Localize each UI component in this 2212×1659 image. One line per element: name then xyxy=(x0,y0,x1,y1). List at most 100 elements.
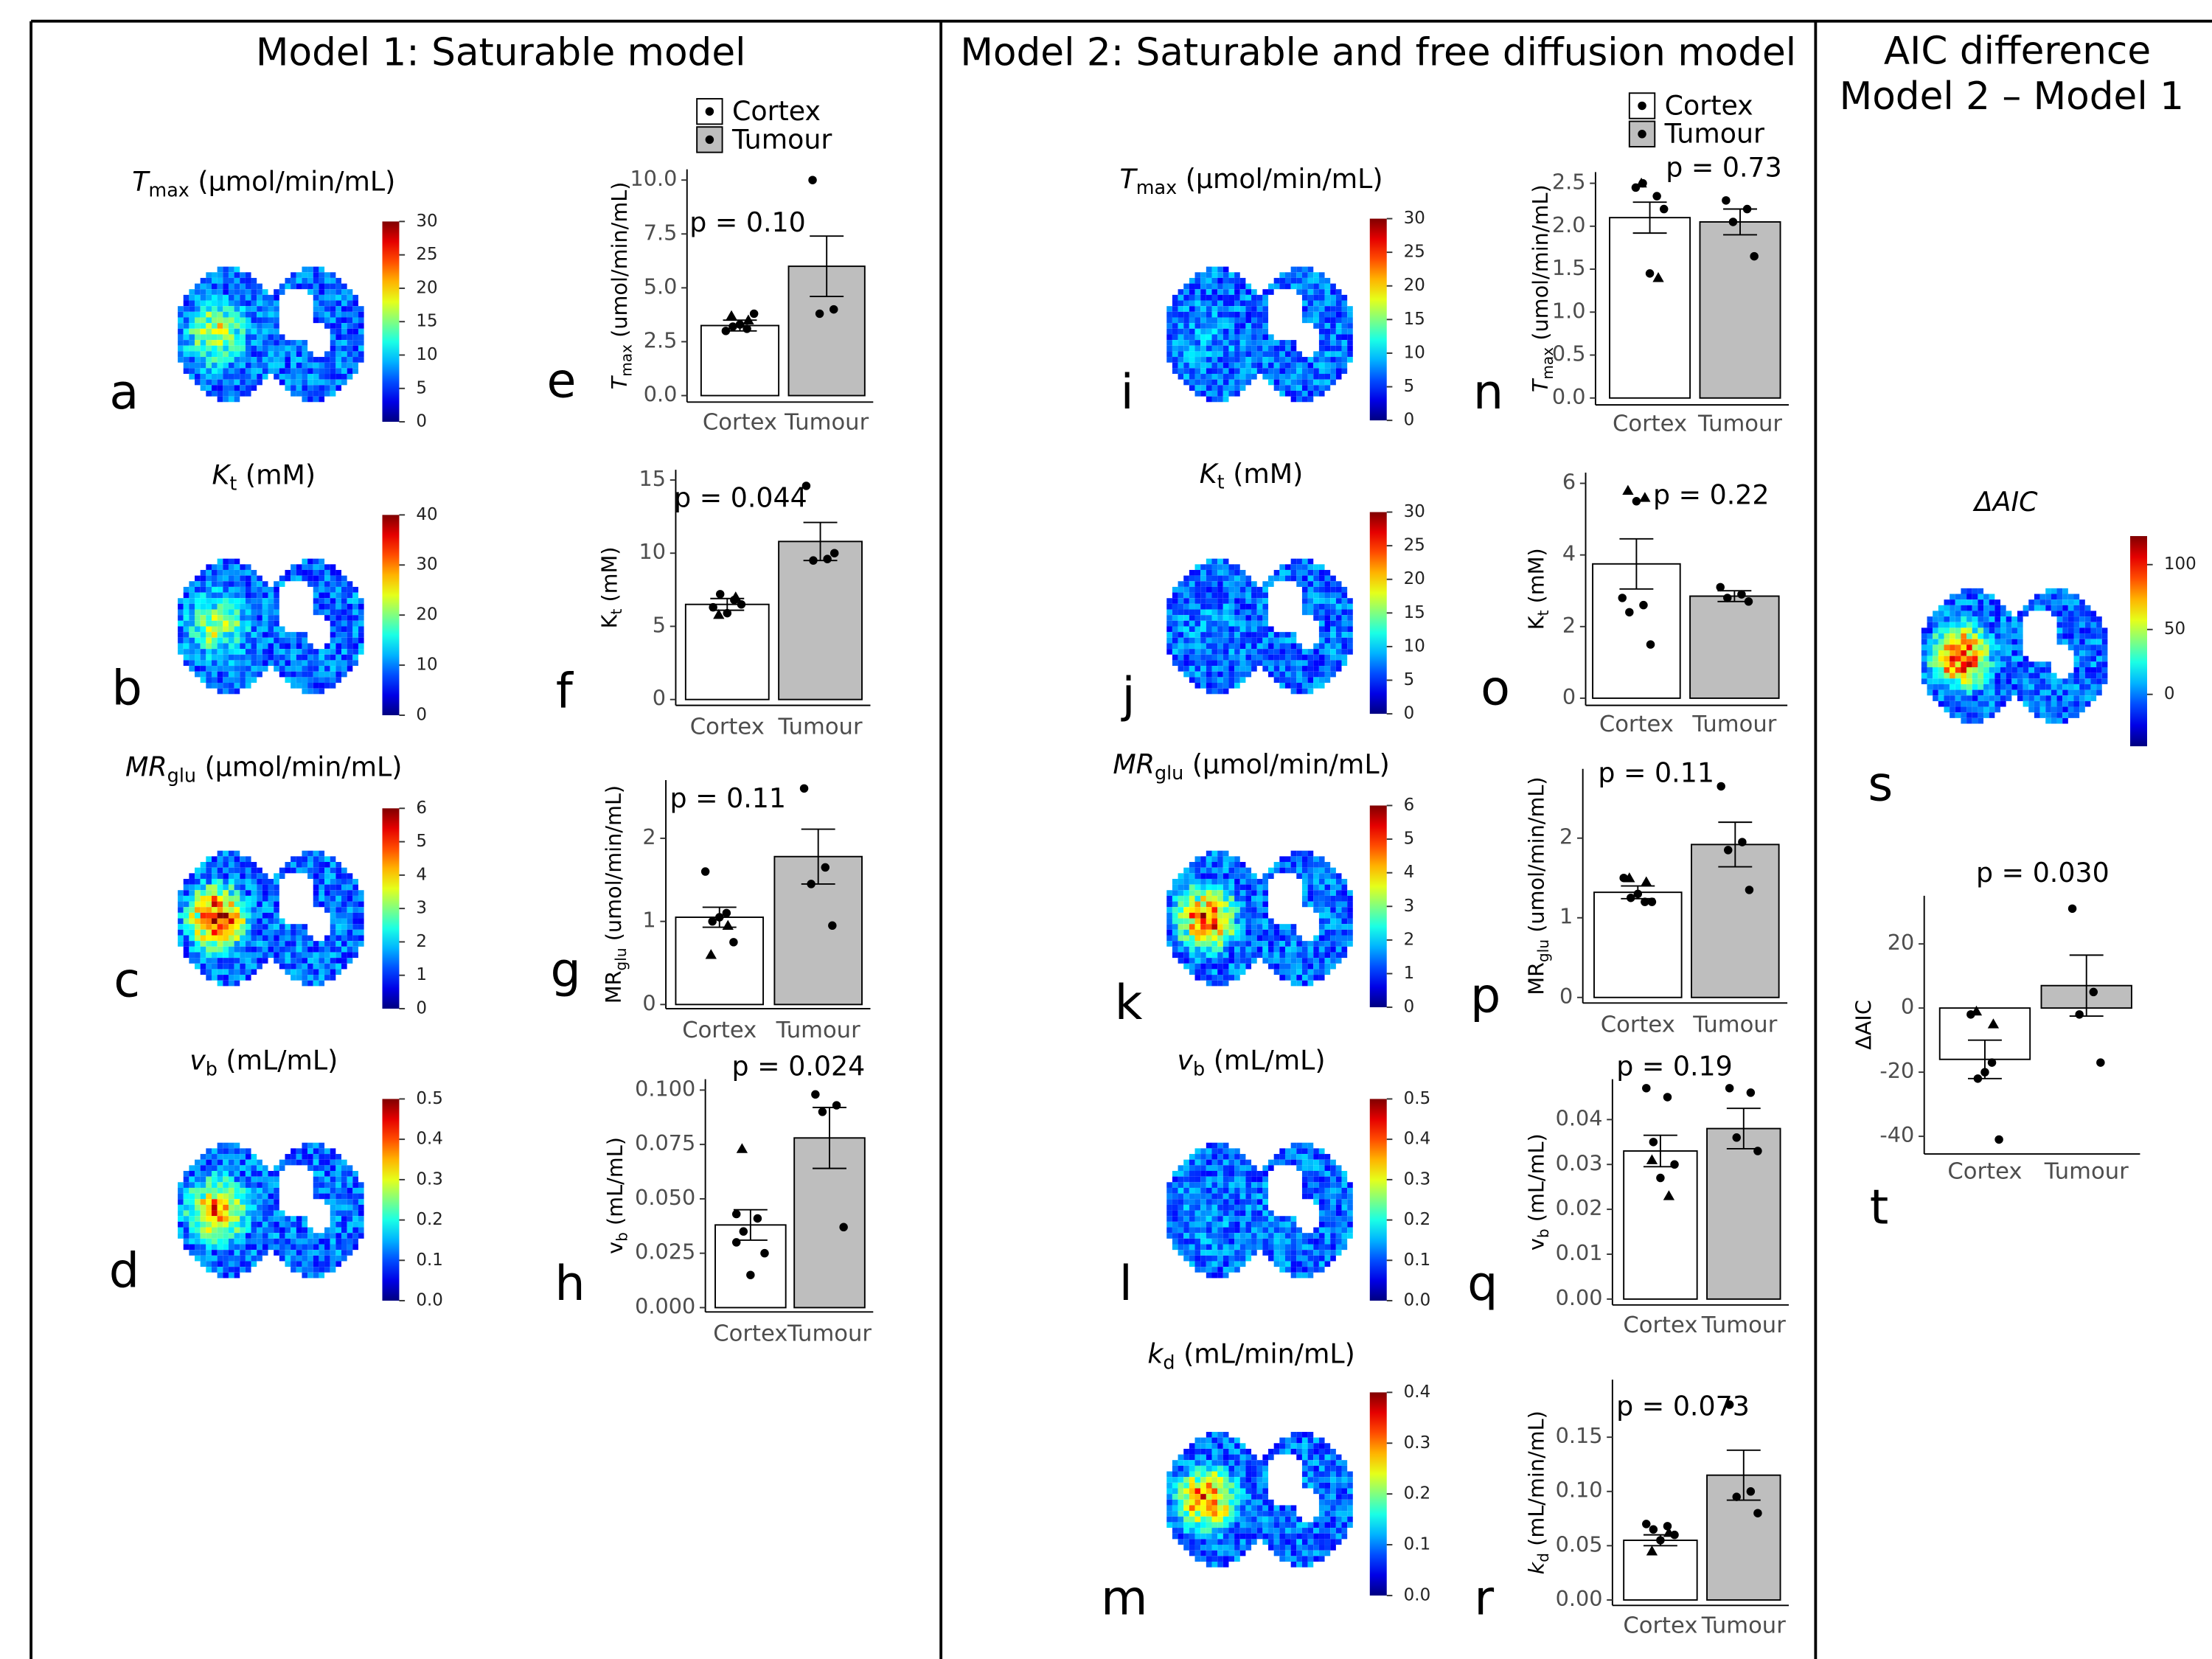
map-pixel xyxy=(1245,946,1252,953)
map-pixel xyxy=(352,362,358,369)
map-pixel xyxy=(1189,569,1195,576)
map-pixel xyxy=(228,390,234,397)
map-pixel xyxy=(1245,323,1252,329)
map-pixel xyxy=(358,306,364,312)
map-pixel xyxy=(324,351,330,358)
map-pixel xyxy=(1194,683,1201,689)
map-pixel xyxy=(1313,569,1319,576)
colorbar-label: 0.4 xyxy=(416,1130,442,1149)
map-pixel xyxy=(268,946,274,953)
map-pixel xyxy=(1228,941,1235,947)
map-pixel xyxy=(1296,862,1302,868)
panel-letter: c xyxy=(114,953,140,1009)
map-pixel xyxy=(1330,1176,1336,1183)
map-pixel xyxy=(1296,952,1302,959)
map-pixel xyxy=(257,598,262,604)
map-pixel xyxy=(251,901,257,908)
map-pixel xyxy=(1273,867,1280,874)
map-pixel xyxy=(1234,323,1240,329)
map-pixel xyxy=(1234,569,1240,576)
map-pixel xyxy=(1206,396,1212,403)
map-pixel xyxy=(1222,609,1229,616)
map-pixel xyxy=(223,385,229,391)
map-pixel xyxy=(352,1216,358,1222)
map-pixel xyxy=(1290,374,1297,380)
map-pixel xyxy=(296,671,302,678)
map-pixel xyxy=(206,1227,212,1234)
map-pixel xyxy=(341,345,347,352)
map-pixel xyxy=(302,924,308,930)
panel-header: Model 1: Saturable model xyxy=(256,31,746,75)
map-pixel xyxy=(1234,958,1240,964)
map-pixel xyxy=(1296,850,1302,857)
map-pixel xyxy=(347,1182,353,1188)
map-pixel xyxy=(1228,598,1235,604)
map-pixel xyxy=(268,317,274,324)
map-pixel xyxy=(1228,1159,1235,1166)
map-pixel xyxy=(206,603,212,610)
map-pixel xyxy=(1245,941,1252,947)
map-pixel xyxy=(206,323,212,329)
map-pixel xyxy=(330,671,336,678)
map-pixel xyxy=(245,912,251,919)
map-pixel xyxy=(302,1238,308,1245)
map-pixel xyxy=(330,975,336,981)
map-pixel xyxy=(1206,603,1212,610)
colorbar-label: 0.1 xyxy=(416,1251,442,1270)
map-pixel xyxy=(1206,328,1212,335)
map-pixel xyxy=(319,558,325,565)
map-pixel xyxy=(1307,1148,1314,1155)
map-pixel xyxy=(307,1159,313,1166)
map-pixel xyxy=(319,396,325,403)
map-pixel xyxy=(313,1261,319,1267)
map-pixel xyxy=(183,586,189,593)
map-pixel xyxy=(195,294,201,301)
map-pixel xyxy=(1200,1176,1206,1183)
map-pixel xyxy=(257,626,262,633)
map-pixel xyxy=(1239,867,1246,874)
map-pixel xyxy=(1251,878,1257,885)
map-pixel xyxy=(302,671,308,678)
map-pixel xyxy=(200,952,206,959)
map-pixel xyxy=(1200,1443,1206,1449)
map-pixel xyxy=(1313,1154,1319,1160)
map-pixel xyxy=(240,907,246,913)
map-pixel xyxy=(1318,390,1325,397)
map-pixel xyxy=(1273,969,1280,975)
map-pixel xyxy=(1268,1210,1274,1217)
map-pixel xyxy=(1301,385,1308,391)
map-pixel xyxy=(1206,289,1212,295)
map-pixel xyxy=(211,890,218,896)
label-rest: (μmol/min/mL) xyxy=(1183,748,1389,780)
map-pixel xyxy=(1211,1272,1218,1279)
map-pixel xyxy=(217,1193,223,1200)
map-pixel xyxy=(217,569,223,576)
map-pixel xyxy=(1172,935,1178,942)
map-pixel xyxy=(313,390,319,397)
map-pixel xyxy=(1330,952,1336,959)
map-pixel xyxy=(1194,294,1201,301)
map-pixel xyxy=(1296,1437,1302,1444)
map-pixel xyxy=(1178,1454,1184,1461)
map-pixel xyxy=(1217,1244,1223,1251)
map-pixel xyxy=(1307,1159,1314,1166)
map-pixel xyxy=(1324,1227,1331,1234)
map-pixel xyxy=(1245,1199,1252,1205)
map-pixel xyxy=(1194,311,1201,318)
map-pixel xyxy=(324,969,330,975)
map-pixel xyxy=(195,581,201,587)
map-pixel xyxy=(1318,632,1325,638)
map-pixel xyxy=(1284,654,1291,661)
map-pixel xyxy=(257,912,262,919)
map-pixel xyxy=(335,929,342,936)
map-pixel xyxy=(1189,677,1195,684)
map-pixel xyxy=(1341,598,1348,604)
map-pixel xyxy=(251,660,257,667)
map-pixel xyxy=(1296,666,1302,672)
map-pixel xyxy=(206,379,212,386)
map-pixel xyxy=(1206,941,1212,947)
map-pixel xyxy=(307,1272,313,1279)
map-pixel xyxy=(1178,294,1184,301)
map-pixel xyxy=(1290,340,1297,346)
map-pixel xyxy=(240,963,246,970)
